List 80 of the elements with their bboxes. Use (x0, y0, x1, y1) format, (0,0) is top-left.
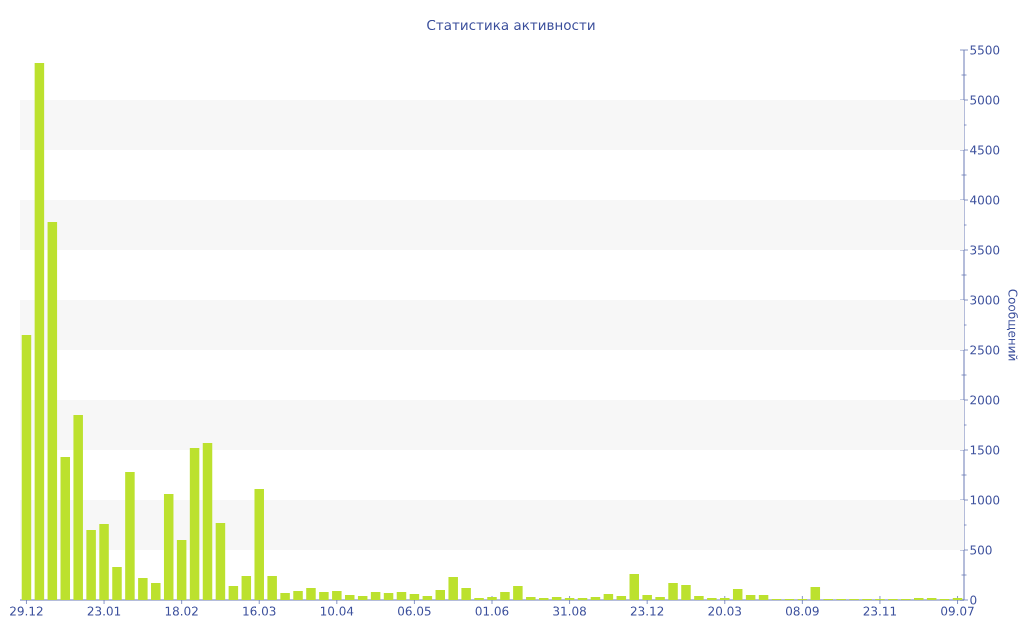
bar (758, 595, 769, 600)
x-tick-label: 16.03 (243, 606, 276, 616)
bar (215, 523, 226, 600)
bar (228, 586, 239, 600)
bar (357, 596, 368, 600)
bar (21, 335, 32, 600)
bar (616, 596, 627, 600)
bar (642, 595, 652, 600)
y-axis-title: Сообщений (1006, 289, 1018, 361)
bar (151, 583, 161, 600)
bar (526, 597, 536, 600)
x-tick-label: 09.07 (941, 606, 974, 616)
bar (655, 597, 665, 600)
x-tick-label: 06.05 (398, 606, 431, 616)
bar (125, 472, 135, 600)
bar (60, 457, 71, 600)
bar (112, 567, 122, 600)
bar (138, 578, 148, 600)
bar (267, 576, 277, 600)
bar (732, 589, 743, 600)
y-tick-label: 1500 (970, 445, 1000, 455)
x-tick-label: 23.12 (630, 606, 664, 616)
bar (202, 443, 213, 600)
bar (34, 63, 45, 600)
y-tick-label: 500 (970, 545, 992, 555)
bar (500, 592, 510, 600)
y-tick-label: 4500 (970, 145, 1000, 155)
bar (86, 530, 96, 600)
x-tick-label: 20.03 (708, 606, 741, 616)
bar (241, 576, 252, 600)
bar (370, 592, 381, 600)
y-tick-label: 1000 (970, 495, 1000, 505)
bar (280, 593, 290, 600)
bar (73, 415, 83, 600)
bar (668, 583, 678, 600)
bar (513, 586, 523, 600)
bar (694, 596, 704, 600)
bar (383, 593, 394, 600)
bar (319, 592, 329, 600)
bar (332, 591, 342, 600)
x-tick-label: 01.06 (475, 606, 509, 616)
bar (629, 574, 639, 600)
x-tick-label: 18.02 (165, 606, 198, 616)
y-tick-label: 0 (970, 595, 977, 605)
bar (745, 595, 756, 600)
bar (810, 587, 821, 600)
bar (448, 577, 458, 600)
bar (487, 597, 497, 600)
bar (47, 222, 58, 600)
bar (409, 594, 420, 600)
bar (422, 596, 433, 600)
y-tick-label: 5500 (970, 45, 1000, 55)
bar (345, 595, 355, 600)
bar (306, 588, 316, 600)
bar (189, 448, 200, 600)
bar (590, 597, 601, 600)
bar (435, 590, 446, 600)
chart-title: Статистика активности (427, 19, 595, 31)
x-tick-label: 31.08 (553, 606, 586, 616)
bar (681, 585, 691, 600)
bar (254, 489, 264, 600)
bar (461, 588, 471, 600)
bar (396, 592, 407, 600)
y-tick-label: 2500 (970, 345, 1000, 355)
bar (163, 494, 174, 600)
bar (99, 524, 109, 600)
bar (176, 540, 187, 600)
x-tick-label: 23.01 (87, 606, 121, 616)
x-tick-label: 23.11 (863, 606, 897, 616)
bar (603, 594, 614, 600)
y-tick-label: 3500 (970, 245, 1000, 255)
x-tick-label: 10.04 (320, 606, 354, 616)
y-tick-label: 4000 (970, 195, 1000, 205)
y-tick-label: 5000 (970, 95, 1000, 105)
y-tick-label: 2000 (970, 395, 1000, 405)
bar (293, 591, 303, 600)
y-tick-label: 3000 (970, 295, 1000, 305)
x-tick-label: 08.09 (785, 606, 819, 616)
bar (551, 597, 562, 600)
x-tick-label: 29.12 (10, 606, 43, 616)
